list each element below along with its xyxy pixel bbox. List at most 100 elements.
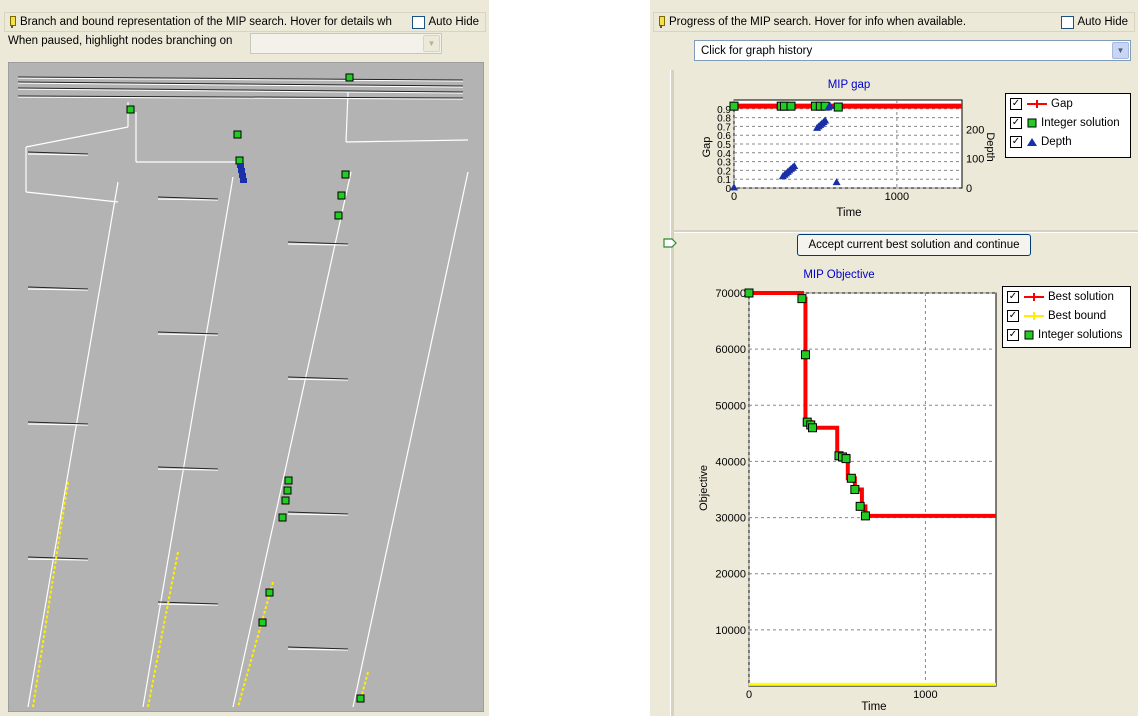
legend-integer-solutions[interactable]: ✓ Integer solutions bbox=[1003, 325, 1130, 344]
check-icon[interactable]: ✓ bbox=[1010, 135, 1022, 148]
tree-edge bbox=[287, 648, 349, 651]
y-tick-label: 0.4 bbox=[717, 149, 731, 160]
y-tick-label: 20000 bbox=[715, 569, 746, 581]
legend-integer[interactable]: ✓ Integer solution bbox=[1006, 113, 1130, 132]
checkbox-icon[interactable] bbox=[412, 15, 426, 29]
right-panel-title: Progress of the MIP search. Hover for in… bbox=[669, 16, 967, 28]
tree-node-integer bbox=[278, 513, 287, 522]
y-tick-label: 70000 bbox=[715, 288, 746, 300]
highlight-branching-dropdown[interactable]: ▼ bbox=[250, 33, 442, 54]
tree-edge bbox=[17, 95, 464, 99]
tree-node-integer bbox=[235, 156, 244, 165]
tree-branch bbox=[25, 191, 119, 203]
tree-edge bbox=[157, 603, 219, 606]
legend-best-bound-label: Best bound bbox=[1048, 309, 1107, 322]
x-tick-label: 1000 bbox=[885, 191, 909, 203]
integer-solution-marker bbox=[797, 294, 807, 304]
legend-best-bound[interactable]: ✓ Best bound bbox=[1003, 306, 1130, 325]
tree-edge bbox=[27, 151, 89, 155]
tree-edge bbox=[17, 81, 464, 87]
x-tick-label: 0 bbox=[746, 689, 752, 701]
graph-history-dropdown[interactable]: Click for graph history ▼ bbox=[694, 40, 1131, 61]
tree-edge bbox=[157, 196, 219, 200]
legend-best-solution[interactable]: ✓ Best solution bbox=[1003, 287, 1130, 306]
y-tick-label: 30000 bbox=[715, 513, 746, 525]
mip-objective-chart: MIP Objective Objective Time 0 1000 10000 2… bbox=[698, 269, 997, 713]
tree-branch bbox=[142, 176, 234, 708]
checkbox-icon[interactable] bbox=[1061, 15, 1075, 29]
tree-edge bbox=[287, 378, 349, 381]
tree-node-active bbox=[240, 178, 247, 183]
tree-leaf-path bbox=[147, 551, 179, 708]
y-tick-label: 0 bbox=[725, 184, 731, 195]
check-icon[interactable]: ✓ bbox=[1010, 97, 1022, 110]
green-square-icon bbox=[1023, 330, 1035, 340]
tree-edge bbox=[287, 511, 349, 515]
pin-icon[interactable] bbox=[8, 16, 16, 28]
tree-edge bbox=[17, 76, 464, 81]
y2-tick-label: 0 bbox=[966, 183, 972, 195]
tree-node-integer bbox=[126, 105, 135, 114]
tree-branch bbox=[232, 171, 352, 708]
check-icon[interactable]: ✓ bbox=[1010, 116, 1022, 129]
tree-node-integer bbox=[337, 191, 346, 200]
legend-depth[interactable]: ✓ Depth bbox=[1006, 132, 1130, 151]
depth-marker bbox=[821, 116, 830, 124]
tree-node-active bbox=[237, 163, 244, 168]
integer-solution-marker bbox=[729, 101, 739, 111]
y-tick-label: 0.6 bbox=[717, 131, 731, 142]
tree-edge bbox=[17, 88, 464, 94]
red-line-marker-icon bbox=[1023, 292, 1045, 302]
y-tick-label: 40000 bbox=[715, 456, 746, 468]
check-icon[interactable]: ✓ bbox=[1007, 290, 1019, 303]
graph-history-text: Click for graph history bbox=[701, 44, 813, 57]
splitter[interactable] bbox=[670, 70, 674, 716]
tree-node-integer bbox=[341, 170, 350, 179]
pin-icon[interactable] bbox=[657, 16, 665, 28]
tree-node-integer bbox=[283, 486, 292, 495]
green-square-icon bbox=[1026, 118, 1038, 128]
depth-marker bbox=[826, 101, 835, 109]
gap-legend: ✓ Gap ✓ Integer solution ✓ Depth bbox=[1005, 93, 1131, 158]
tree-edge bbox=[27, 153, 89, 156]
splitter-arrow-icon[interactable] bbox=[663, 237, 677, 248]
tree-edge bbox=[17, 96, 464, 100]
y-tick-label: 0.2 bbox=[717, 166, 731, 177]
tree-edge bbox=[17, 87, 464, 93]
legend-depth-label: Depth bbox=[1041, 135, 1072, 148]
y-tick-label: 0.1 bbox=[717, 175, 731, 186]
y-tick-label: 50000 bbox=[715, 400, 746, 412]
y-tick-label: 0.9 bbox=[717, 105, 731, 116]
integer-solution-marker bbox=[850, 485, 860, 494]
check-icon[interactable]: ✓ bbox=[1007, 309, 1019, 322]
y-tick-label: 0.3 bbox=[717, 158, 731, 169]
integer-solution-marker bbox=[808, 423, 818, 433]
accept-solution-button[interactable]: Accept current best solution and continu… bbox=[797, 234, 1031, 256]
chevron-down-icon[interactable]: ▼ bbox=[423, 35, 440, 52]
tree-node-active bbox=[239, 173, 246, 178]
tree-node-integer bbox=[284, 476, 293, 485]
check-icon[interactable]: ✓ bbox=[1007, 328, 1019, 341]
depth-y-label: Depth bbox=[984, 132, 996, 161]
tree-edge bbox=[17, 82, 464, 88]
tree-edge bbox=[27, 423, 89, 426]
tree-branch bbox=[352, 171, 469, 708]
tree-branch bbox=[345, 91, 349, 143]
tree-edge bbox=[157, 333, 219, 336]
chevron-down-icon[interactable]: ▼ bbox=[1112, 42, 1129, 59]
tree-node-integer bbox=[281, 496, 290, 505]
yellow-line-icon bbox=[1023, 311, 1045, 321]
tree-edge bbox=[287, 513, 349, 516]
right-auto-hide-checkbox[interactable]: Auto Hide bbox=[1061, 15, 1128, 29]
tree-node-integer bbox=[258, 618, 267, 627]
left-auto-hide-checkbox[interactable]: Auto Hide bbox=[412, 15, 479, 29]
left-auto-hide-label: Auto Hide bbox=[428, 16, 479, 28]
legend-gap-label: Gap bbox=[1051, 97, 1073, 110]
legend-gap[interactable]: ✓ Gap bbox=[1006, 94, 1130, 113]
tree-edge bbox=[157, 198, 219, 201]
tree-node-integer bbox=[345, 73, 354, 82]
tree-node-active bbox=[238, 168, 245, 173]
tree-edge bbox=[27, 421, 89, 425]
tree-branch bbox=[25, 126, 129, 148]
branch-and-bound-tree[interactable] bbox=[8, 62, 484, 712]
